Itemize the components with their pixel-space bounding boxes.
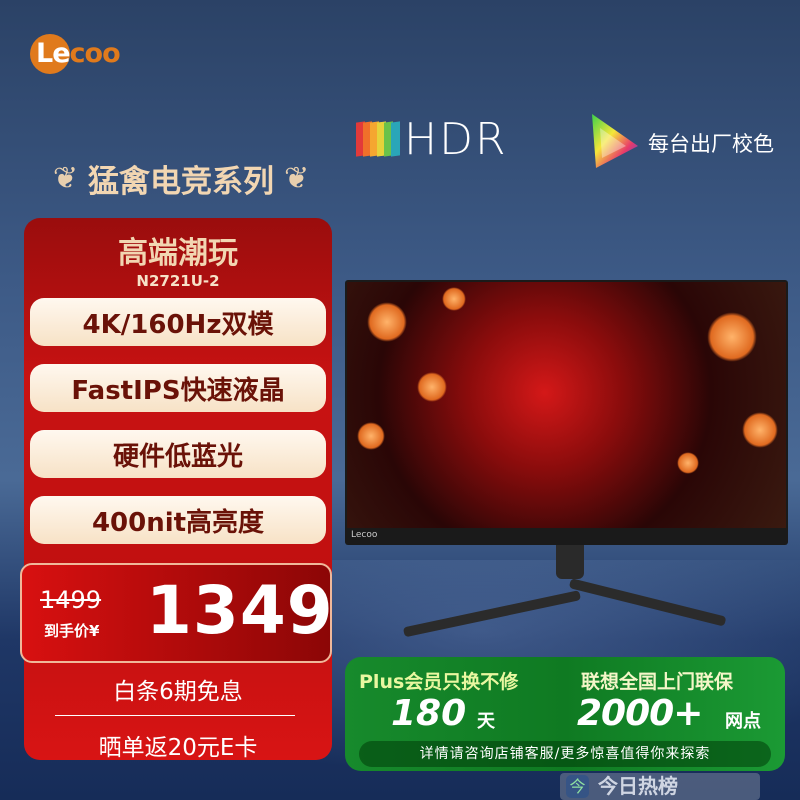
price-box — [20, 563, 332, 663]
divider — [55, 715, 295, 716]
feature-pill: FastIPS快速液晶 — [30, 364, 326, 412]
replacement-days: 180 — [391, 693, 467, 734]
hdr-badge: HDR — [356, 114, 508, 165]
feature-pill: 4K/160Hz双模 — [30, 298, 326, 346]
feature-pill: 硬件低蓝光 — [30, 430, 326, 478]
replacement-days-unit: 天 — [477, 711, 495, 732]
final-price: 1349 — [146, 572, 334, 649]
feature-pill: 400nit高亮度 — [30, 496, 326, 544]
product-headline: 高端潮玩 — [118, 236, 238, 271]
watermark-icon: 今 — [566, 775, 589, 798]
service-panel: Plus会员只换不修 联想全国上门联保 180 天 2000+ 网点 详情请咨询… — [345, 657, 785, 771]
hdr-text: HDR — [404, 113, 508, 165]
service-note: 详情请咨询店铺客服/更多惊喜值得你来探索 — [359, 741, 771, 767]
product-model: N2721U-2 — [136, 272, 220, 290]
series-title-text: 猛禽电竞系列 — [88, 163, 274, 200]
monitor-stand-neck — [556, 545, 584, 579]
service-points-unit: 网点 — [725, 711, 761, 732]
monitor-logo: Lecoo — [351, 530, 378, 540]
promo-installment: 白条6期免息 — [113, 679, 243, 705]
series-title: ❦ 猛禽电竞系列 ❦ — [36, 150, 326, 206]
final-price-label: 到手价¥ — [44, 622, 100, 640]
monitor-screen — [347, 282, 786, 528]
laurel-right-icon: ❦ — [284, 160, 310, 196]
warranty-title: 联想全国上门联保 — [581, 671, 734, 693]
factory-calibration-label: 每台出厂校色 — [648, 132, 774, 156]
plus-member-title: Plus会员只换不修 — [359, 671, 519, 693]
watermark-text: 今日热榜 — [598, 774, 678, 798]
lecoo-logo: Lecoo — [30, 34, 140, 74]
original-price: 1499 — [40, 586, 102, 614]
laurel-left-icon: ❦ — [52, 160, 78, 196]
monitor-image: Lecoo — [345, 280, 788, 545]
hdr-spectrum-icon — [356, 121, 400, 157]
color-gamut-icon — [592, 114, 638, 168]
promo-review-reward: 晒单返20元E卡 — [98, 735, 258, 761]
watermark: 今 今日热榜 — [560, 773, 760, 800]
service-points-count: 2000+ — [577, 693, 703, 734]
